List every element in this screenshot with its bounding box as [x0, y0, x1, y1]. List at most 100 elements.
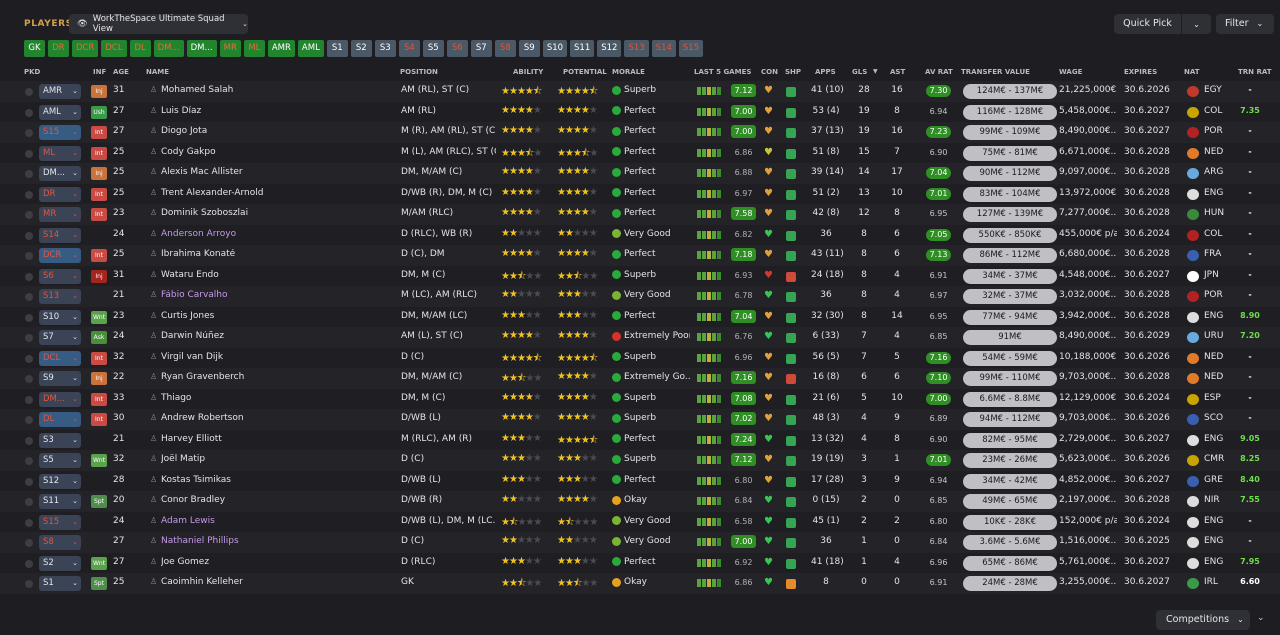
info-badge[interactable]: Inj — [91, 372, 107, 385]
squad-position-select[interactable]: DCL ⌄ — [39, 350, 81, 366]
info-badge[interactable]: Spt — [91, 577, 107, 590]
pick-checkbox[interactable] — [25, 539, 33, 547]
table-row[interactable]: S10 ⌄ Wnt 23 ♙ Curtis Jones DM, M/AM (LC) ★★★★★… — [0, 306, 1280, 327]
player-name[interactable]: Alexis Mac Allister — [161, 167, 243, 177]
squad-position-select[interactable]: DM... ⌄ — [39, 166, 81, 181]
position-pill[interactable]: S15 — [678, 40, 704, 57]
table-row[interactable]: ML ⌄ Int 25 ♙ Cody Gakpo M (L), AM (RLC), ST (… — [0, 142, 1280, 163]
pick-checkbox[interactable] — [25, 518, 33, 527]
info-badge[interactable]: Wnt — [91, 310, 107, 324]
position-pill[interactable]: S3 — [374, 40, 396, 57]
player-name[interactable]: Joe Gomez — [161, 556, 210, 567]
squad-position-select[interactable]: DCR ⌄ — [39, 248, 81, 263]
position-pill[interactable]: S9 — [518, 40, 540, 57]
pick-checkbox[interactable] — [25, 170, 33, 178]
table-row[interactable]: S15 ⌄ 24 ♙ Adam Lewis D/WB (L), DM, M (LC... ★… — [0, 511, 1280, 532]
table-row[interactable]: AML ⌄ Ush 27 ♙ Luis Díaz AM (RL) ★★★★★ ★★★★★ Perf… — [0, 101, 1280, 122]
pick-checkbox[interactable] — [25, 293, 33, 301]
col-name[interactable]: NAME — [146, 68, 170, 76]
info-badge[interactable]: Inj — [91, 85, 107, 98]
position-pill[interactable]: S4 — [398, 40, 420, 57]
chevron-down-icon[interactable]: ⌄ — [1257, 613, 1265, 623]
position-pill[interactable]: DR — [48, 40, 69, 57]
squad-position-select[interactable]: S15 ⌄ — [39, 514, 81, 530]
table-row[interactable]: DCR ⌄ Int 25 ♙ Ibrahima Konaté D (C), DM ★★★★★ ★… — [0, 245, 1280, 266]
table-row[interactable]: S1 ⌄ Spt 25 ♙ Caoimhin Kelleher GK ★★⯪★★ ★★⯪★★ Ok… — [0, 573, 1280, 594]
squad-position-select[interactable]: S1 ⌄ — [39, 576, 81, 591]
pick-checkbox[interactable] — [25, 375, 33, 383]
info-badge[interactable]: Int — [91, 392, 107, 406]
col-nat[interactable]: NAT — [1184, 68, 1200, 76]
position-pill[interactable]: DCR — [72, 40, 99, 57]
player-name[interactable]: Andrew Robertson — [161, 413, 244, 423]
squad-position-select[interactable]: S11 ⌄ — [39, 494, 81, 509]
position-pill[interactable]: S10 — [542, 40, 568, 57]
table-row[interactable]: S12 ⌄ 28 ♙ Kostas Tsimikas D/WB (L) ★★★★★ ★★★★★… — [0, 470, 1280, 491]
col-inf[interactable]: INF — [93, 68, 107, 76]
squad-position-select[interactable]: S8 ⌄ — [39, 535, 81, 550]
table-row[interactable]: S14 ⌄ 24 ♙ Anderson Arroyo D (RLC), WB (R) ★★★… — [0, 224, 1280, 245]
pick-checkbox[interactable] — [25, 272, 33, 281]
position-pill[interactable]: S6 — [446, 40, 468, 57]
table-row[interactable]: DR ⌄ Int 25 ♙ Trent Alexander-Arnold D/WB (R),… — [0, 183, 1280, 204]
position-pill[interactable]: S1 — [326, 40, 348, 57]
col-expires[interactable]: EXPIRES — [1124, 68, 1158, 76]
table-row[interactable]: S13 ⌄ 21 ♙ Fábio Carvalho M (LC), AM (RLC) ★★★… — [0, 286, 1280, 307]
squad-position-select[interactable]: S10 ⌄ — [39, 309, 81, 325]
player-name[interactable]: Nathaniel Phillips — [161, 536, 239, 546]
position-pill[interactable]: S14 — [651, 40, 676, 57]
table-row[interactable]: DM... ⌄ Inj 25 ♙ Alexis Mac Allister DM, M/AM … — [0, 163, 1280, 184]
col-last5[interactable]: LAST 5 GAMES — [694, 68, 752, 76]
position-pill[interactable]: DM... — [186, 40, 217, 57]
squad-position-select[interactable]: MR ⌄ — [39, 207, 81, 222]
player-name[interactable]: Wataru Endo — [161, 269, 219, 280]
table-row[interactable]: MR ⌄ Int 23 ♙ Dominik Szoboszlai M/AM (RLC) ★★★… — [0, 204, 1280, 225]
col-position[interactable]: POSITION — [400, 68, 438, 76]
info-badge[interactable]: Inj — [91, 167, 107, 180]
table-row[interactable]: DM... ⌄ Int 33 ♙ Thiago DM, M (C) ★★★★★ ★★★★★ Sup… — [0, 388, 1280, 409]
pick-checkbox[interactable] — [25, 334, 33, 342]
squad-position-select[interactable]: S13 ⌄ — [39, 289, 81, 304]
col-con[interactable]: CON — [761, 68, 778, 76]
pick-checkbox[interactable] — [25, 129, 33, 137]
player-name[interactable]: Harvey Elliott — [161, 433, 222, 444]
table-row[interactable]: S11 ⌄ Spt 20 ♙ Conor Bradley D/WB (R) ★★★★★ ★★★★… — [0, 491, 1280, 512]
table-row[interactable]: S7 ⌄ Ask 24 ♙ Darwin Núñez AM (L), ST (C) ★★★★★… — [0, 327, 1280, 348]
pick-checkbox[interactable] — [25, 477, 33, 486]
pick-checkbox[interactable] — [25, 498, 33, 506]
position-pill[interactable]: AML — [297, 40, 324, 57]
col-morale[interactable]: MORALE — [612, 68, 645, 76]
squad-position-select[interactable]: S2 ⌄ — [39, 555, 81, 571]
info-badge[interactable]: Int — [91, 351, 107, 365]
competitions-button[interactable]: Competitions ⌄ — [1156, 610, 1250, 630]
col-transfer-value[interactable]: TRANSFER VALUE — [961, 68, 1030, 76]
pick-checkbox[interactable] — [25, 313, 33, 322]
col-apps[interactable]: APPS — [815, 68, 836, 76]
view-selector[interactable]: 👁 WorkTheSpace Ultimate Squad View ⌄ — [69, 14, 248, 34]
pick-checkbox[interactable] — [25, 559, 33, 568]
info-badge[interactable]: Ush — [91, 105, 107, 119]
pick-checkbox[interactable] — [25, 252, 33, 260]
col-pkd[interactable]: PKD — [24, 68, 41, 76]
table-row[interactable]: S5 ⌄ Wnt 32 ♙ Joël Matip D (C) ★★★★★ ★★★★★ Superb… — [0, 450, 1280, 471]
info-badge[interactable]: Int — [91, 126, 107, 139]
pick-checkbox[interactable] — [25, 457, 33, 465]
squad-position-select[interactable]: AMR ⌄ — [39, 84, 81, 99]
info-badge[interactable]: Wnt — [91, 454, 107, 467]
position-pill[interactable]: S8 — [494, 40, 516, 57]
info-badge[interactable]: Ask — [91, 331, 107, 344]
squad-position-select[interactable]: S9 ⌄ — [39, 371, 81, 386]
table-row[interactable]: DCL ⌄ Int 32 ♙ Virgil van Dijk D (C) ★★★★⯪ ★★★★⯪… — [0, 347, 1280, 368]
col-potential[interactable]: POTENTIAL — [563, 68, 607, 76]
info-badge[interactable]: Int — [91, 187, 107, 201]
position-pill[interactable]: S12 — [597, 40, 622, 57]
position-pill[interactable]: ML — [243, 40, 265, 57]
quick-pick-button[interactable]: Quick Pick ⌄ — [1114, 14, 1211, 34]
col-ast[interactable]: AST — [890, 68, 906, 76]
position-pill[interactable]: S13 — [624, 40, 649, 57]
player-name[interactable]: Adam Lewis — [161, 515, 215, 526]
pick-checkbox[interactable] — [25, 108, 33, 117]
position-pill[interactable]: S5 — [422, 40, 444, 57]
pick-checkbox[interactable] — [25, 416, 33, 424]
squad-position-select[interactable]: S12 ⌄ — [39, 473, 81, 489]
